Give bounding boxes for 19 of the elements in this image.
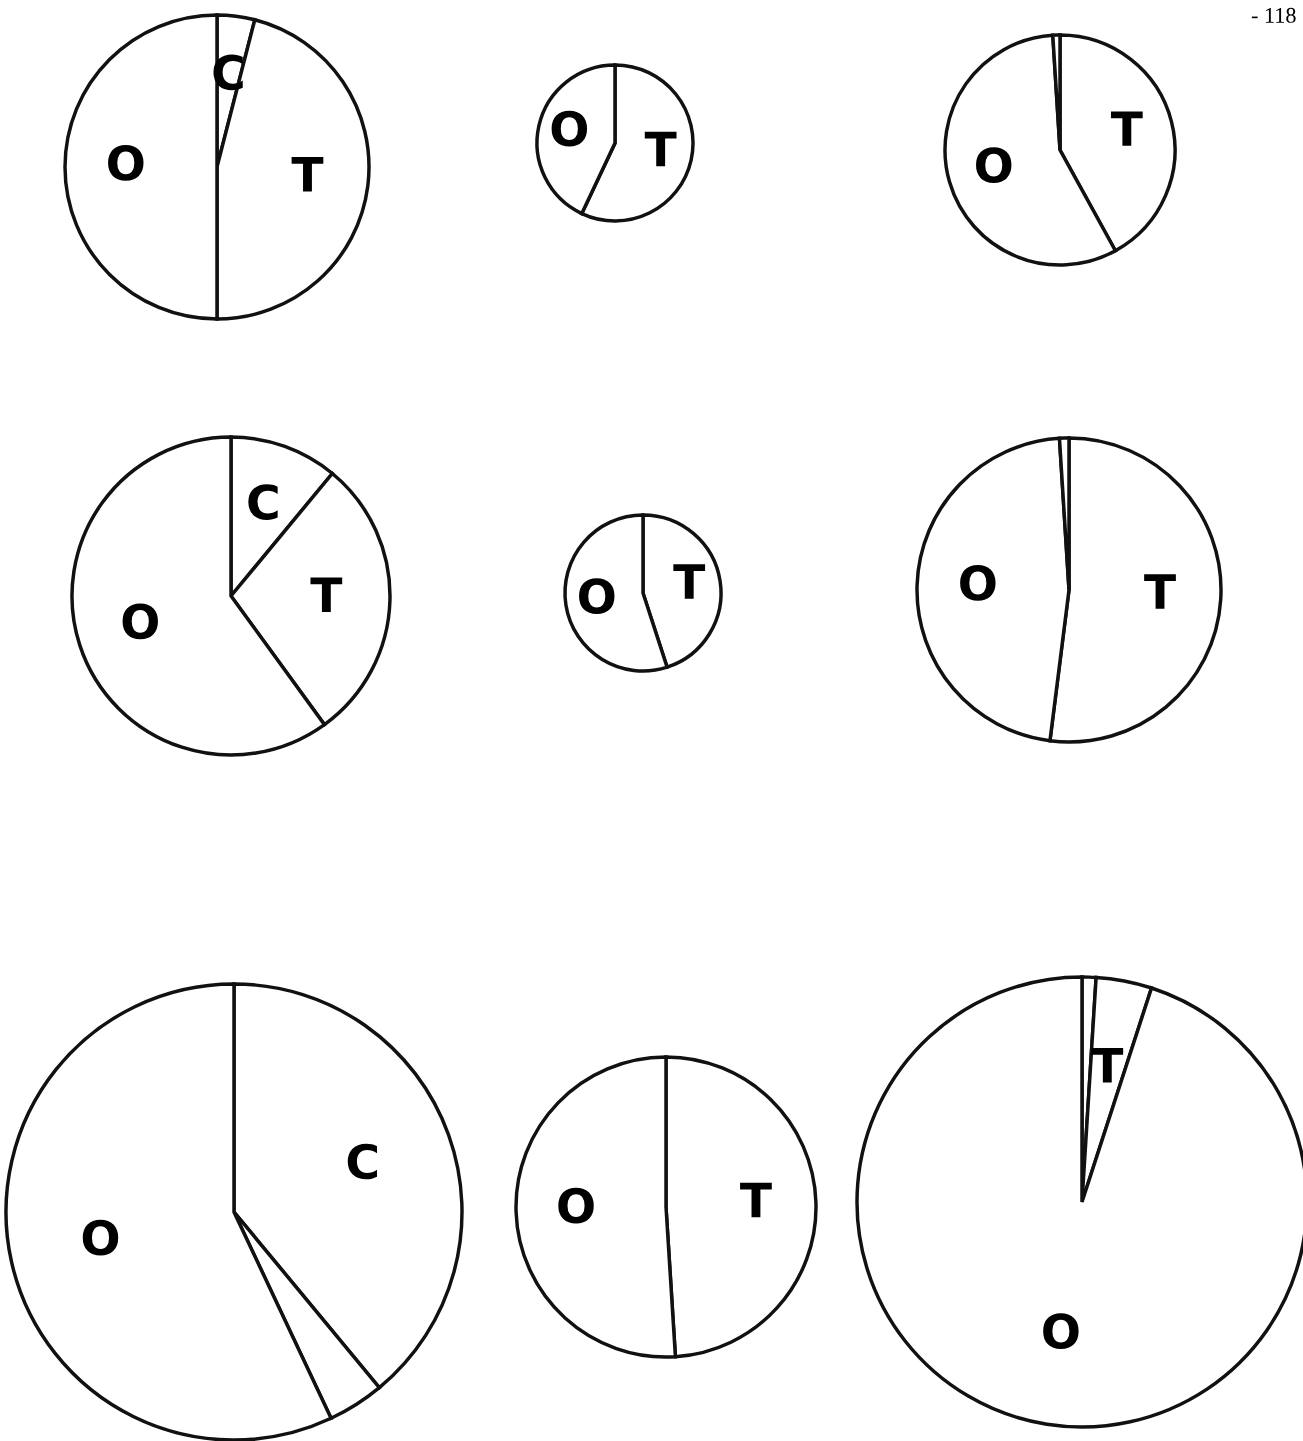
slice-label: O bbox=[1043, 1313, 1079, 1350]
slice-label: O bbox=[976, 147, 1012, 183]
slice-label: T bbox=[1110, 111, 1143, 146]
slice-label: T bbox=[644, 131, 677, 167]
text: - 118 bbox=[1251, 7, 1296, 23]
slice-label: O bbox=[551, 110, 588, 147]
slice-label: T bbox=[291, 157, 324, 192]
slice-label: O bbox=[579, 578, 615, 615]
slice-label: T bbox=[310, 577, 343, 613]
slice-label: O bbox=[960, 565, 996, 601]
slice-label: T bbox=[673, 564, 706, 599]
slice-label: T bbox=[740, 1182, 772, 1218]
slice-label: C bbox=[347, 1143, 378, 1180]
slice-label: O bbox=[82, 1219, 119, 1256]
slice-label: O bbox=[558, 1187, 594, 1224]
slice-label: C bbox=[248, 484, 278, 520]
slice-label: T bbox=[1144, 574, 1176, 609]
slice-label: O bbox=[108, 144, 144, 181]
slice-label: O bbox=[122, 603, 158, 640]
